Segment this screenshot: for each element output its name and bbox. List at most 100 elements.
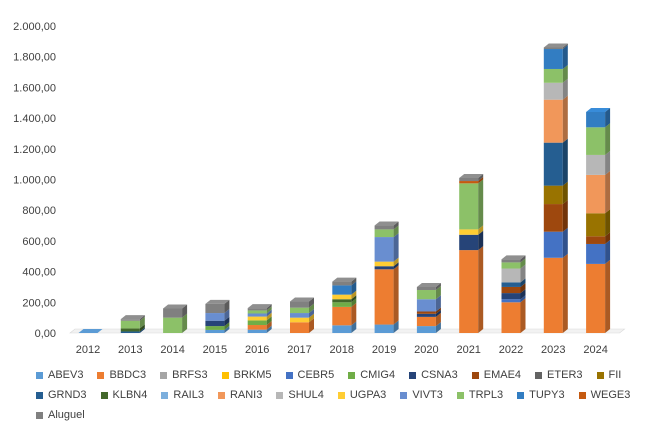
legend-label: BBDC3 — [109, 369, 147, 381]
bar-TRPL3-2019 — [374, 229, 394, 238]
bar-side-Aluguel-2014 — [182, 304, 188, 318]
bar-side-KLBN4-2018 — [351, 295, 357, 303]
bar-side-CMIG4-2016 — [266, 316, 272, 326]
bar-TRPL3-2020 — [416, 290, 436, 300]
bar-side-UGPA3-2019 — [393, 257, 399, 267]
legend-swatch — [348, 371, 356, 379]
x-tick-label: 2020 — [414, 344, 438, 356]
bar-side-ABEV3-2018 — [351, 321, 357, 333]
bar-side-VIVT3-2020 — [435, 295, 441, 312]
bar-side-UGPA3-2021 — [478, 225, 484, 235]
legend-label: CSNA3 — [421, 369, 458, 381]
bar-side-TRPL3-2020 — [435, 286, 441, 300]
legend-item: WEGE3 — [578, 388, 631, 402]
bar-SHUL4-2022 — [501, 268, 521, 283]
bar-top-Aluguel-2022 — [501, 255, 526, 260]
bar-side-Aluguel-2020 — [435, 282, 441, 291]
y-tick-label: 600,00 — [22, 236, 56, 248]
y-axis: 0,00 200,00 400,00 600,00 800,00 1.000,00 1.20… — [13, 21, 56, 340]
bar-FII-2023 — [543, 185, 563, 205]
legend-swatch — [100, 391, 108, 399]
bar-CSNA3-2015 — [205, 320, 225, 327]
bar-side-BBDC3-2020 — [435, 312, 441, 327]
legend-label: CEBR5 — [297, 369, 335, 381]
legend-item: KLBN4 — [100, 388, 148, 402]
legend-label: EMAE4 — [483, 369, 522, 381]
bar-Aluguel-2023 — [543, 47, 563, 50]
legend-item: TUPY3 — [517, 388, 565, 402]
legend-item: ABEV3 — [36, 368, 83, 382]
legend-label: FII — [608, 369, 622, 381]
legend-label: TUPY3 — [529, 389, 565, 401]
legend-swatch — [471, 371, 479, 379]
column-2012 — [78, 329, 103, 333]
bar-CSNA3-2019 — [374, 266, 394, 270]
bar-BBDC3-2016 — [247, 325, 267, 330]
bar-top-TUPY3-2024 — [586, 107, 611, 112]
bar-side-BBDC3-2016 — [266, 321, 272, 330]
x-tick-label: 2022 — [499, 344, 523, 356]
x-tick-label: 2015 — [203, 344, 227, 356]
bar-CSNA3-2020 — [416, 313, 436, 317]
legend-item: SHUL4 — [276, 388, 324, 402]
legend-label: ETER3 — [547, 369, 583, 381]
bar-FII-2024 — [586, 213, 606, 237]
bar-side-SHUL4-2023 — [562, 78, 568, 100]
bar-UGPA3-2018 — [332, 294, 352, 300]
bar-BBDC3-2018 — [332, 306, 352, 326]
bar-TRPL3-2024 — [586, 127, 606, 155]
y-tick-label: 2.000,00 — [13, 21, 56, 33]
column-2019 — [374, 221, 399, 333]
bar-side-TRPL3-2023 — [562, 64, 568, 83]
bar-CMIG4-2015 — [205, 326, 225, 330]
bar-KLBN4-2013 — [120, 328, 140, 332]
legend-label: KLBN4 — [112, 389, 148, 401]
x-tick-label: 2014 — [160, 344, 184, 356]
legend-label: UGPA3 — [349, 389, 387, 401]
bar-Aluguel-2021 — [459, 177, 479, 182]
column-2024 — [586, 107, 611, 333]
bar-top-Aluguel-2015 — [205, 299, 230, 304]
column-2017 — [290, 297, 314, 333]
bar-side-KLBN4-2013 — [139, 324, 145, 332]
bar-side-EMAE4-2023 — [562, 200, 568, 232]
bar-WEGE3-2021 — [459, 181, 479, 184]
bar-side-BBDC3-2021 — [478, 246, 484, 333]
bar-top-Aluguel-2013 — [120, 315, 145, 320]
bar-BBDC3-2020 — [416, 316, 436, 327]
bar-side-Aluguel-2017 — [309, 297, 314, 308]
legend-item: BBDC3 — [97, 368, 146, 382]
bar-side-TRPL3-2017 — [309, 303, 314, 314]
bar-RANI3-2024 — [586, 174, 606, 214]
bar-BBDC3-2021 — [459, 250, 479, 333]
bar-side-EMAE4-2022 — [520, 282, 526, 294]
bar-side-VIVT3-2017 — [309, 309, 314, 318]
bar-side-VIVT3-2019 — [393, 233, 399, 262]
stacked-column-chart: 0,00 200,00 400,00 600,00 800,00 1.000,00 1.20… — [13, 21, 626, 356]
bar-top-Aluguel-2018 — [332, 277, 357, 282]
y-tick-label: 400,00 — [22, 267, 56, 279]
legend-label: WEGE3 — [590, 389, 631, 401]
bar-side-UGPA3-2017 — [309, 313, 314, 323]
legend-swatch — [36, 391, 43, 399]
legend-swatch — [161, 391, 169, 399]
bar-side-Aluguel-2013 — [139, 315, 145, 321]
legend-item: RAIL3 — [161, 388, 204, 402]
bar-UGPA3-2019 — [374, 261, 394, 267]
legend-item: BRFS3 — [160, 368, 208, 382]
bar-TRPL3-2013 — [120, 320, 140, 329]
legend-label: VIVT3 — [412, 389, 443, 401]
bar-side-TUPY3-2024 — [605, 107, 611, 128]
y-tick-label: 1.400,00 — [13, 113, 56, 125]
bar-TUPY3-2024 — [586, 111, 606, 128]
bar-side-TRPL3-2024 — [605, 123, 611, 155]
bar-Aluguel-2018 — [332, 281, 352, 286]
bar-VIVT3-2017 — [290, 313, 309, 318]
legend-swatch — [578, 391, 586, 399]
y-tick-label: 800,00 — [22, 205, 56, 217]
bar-Aluguel-2015 — [205, 303, 225, 314]
bar-TRPL3-2014 — [163, 317, 183, 333]
legend-label: BRFS3 — [172, 369, 208, 381]
bar-BBDC3-2024 — [586, 263, 606, 333]
bar-side-VIVT3-2016 — [266, 309, 272, 317]
